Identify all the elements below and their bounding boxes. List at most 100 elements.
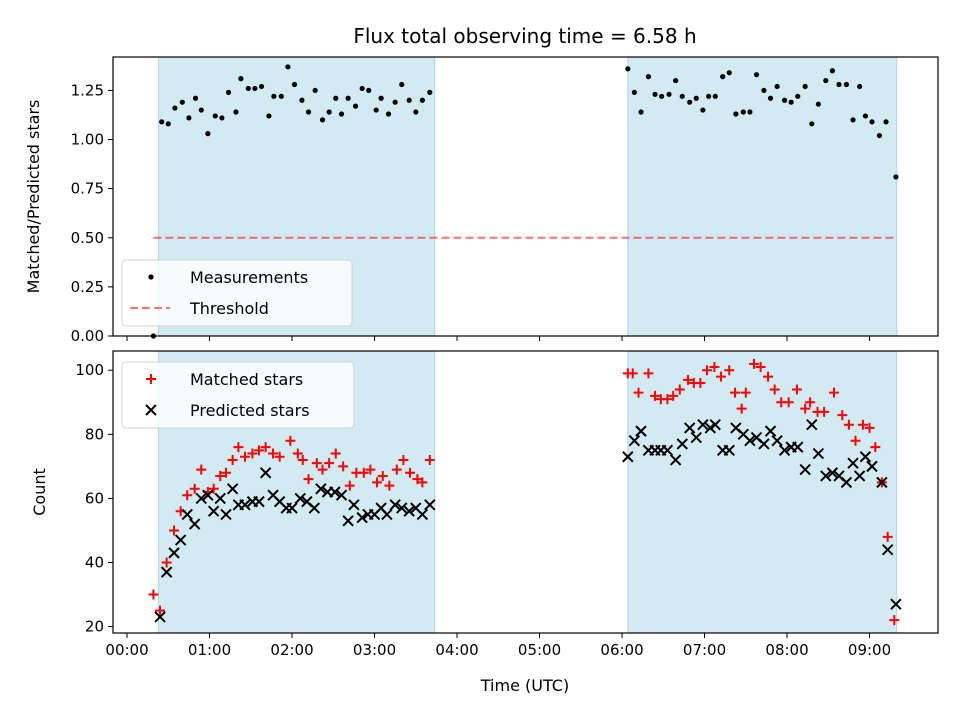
data-point (730, 387, 741, 398)
data-point (669, 454, 682, 466)
data-point (326, 109, 332, 115)
data-point (278, 93, 284, 99)
data-point (212, 113, 218, 119)
data-point (372, 477, 382, 488)
plot-frame (112, 56, 939, 337)
data-point (373, 107, 379, 113)
data-point (338, 461, 349, 472)
y-tick-label: 20 (85, 618, 104, 636)
data-point (233, 109, 239, 115)
data-point (771, 435, 783, 447)
data-point (159, 119, 165, 125)
data-point (377, 470, 388, 481)
data-point (800, 403, 811, 414)
data-point (160, 566, 173, 578)
series-matched-stars (148, 358, 900, 626)
data-point (285, 64, 291, 70)
data-point (859, 451, 872, 463)
data-point (850, 117, 856, 123)
data-point (726, 70, 732, 76)
data-point (219, 115, 225, 121)
data-point (189, 483, 200, 494)
data-point (823, 77, 829, 84)
data-point (381, 508, 393, 521)
data-point (358, 467, 369, 478)
data-point (805, 397, 816, 408)
data-point (781, 97, 788, 103)
data-point (778, 444, 791, 457)
data-point (324, 458, 335, 469)
bottom-panel: 20 40 60 80 100 00:00 01:00 02:00 03:00 04:00 05:0… (30, 350, 939, 659)
data-point (806, 418, 818, 431)
data-point (829, 68, 836, 74)
data-point (693, 95, 699, 101)
data-point (700, 107, 706, 113)
data-point (709, 418, 721, 431)
data-point (635, 425, 647, 437)
data-point (783, 397, 794, 408)
data-point (697, 418, 709, 431)
legend: Measurements Threshold (121, 259, 353, 327)
data-point (791, 384, 802, 395)
data-point (724, 365, 735, 376)
data-point (709, 362, 720, 373)
data-point (883, 119, 889, 125)
data-point (716, 371, 727, 382)
data-point (853, 470, 866, 482)
data-point (413, 109, 419, 115)
data-point (424, 454, 435, 465)
data-point (198, 107, 204, 113)
data-point (419, 97, 425, 103)
x-tick-label: 01:00 (188, 641, 231, 659)
data-point (802, 83, 808, 90)
data-point (764, 425, 777, 437)
x-tick-label: 08:00 (765, 641, 808, 659)
plot-frame (112, 350, 939, 634)
data-point (202, 489, 214, 501)
data-point (330, 448, 341, 459)
data-point (767, 95, 774, 101)
data-point (359, 85, 365, 92)
data-point (238, 76, 244, 82)
data-point (405, 467, 415, 478)
data-point (652, 91, 658, 97)
x-tick-label: 06:00 (600, 641, 643, 659)
data-point (758, 438, 770, 450)
data-point (847, 457, 859, 469)
y-axis-label: Matched/Predicted stars (24, 100, 43, 294)
data-point (740, 109, 746, 115)
data-point (864, 422, 875, 433)
data-point (239, 499, 251, 511)
data-point (292, 448, 303, 459)
data-point (168, 547, 180, 559)
data-point (225, 89, 232, 95)
data-point (205, 131, 211, 137)
data-point (876, 476, 888, 489)
data-point (155, 605, 166, 616)
data-point (342, 515, 354, 527)
data-point (196, 464, 207, 475)
data-point (673, 77, 679, 84)
data-point (274, 451, 285, 462)
data-point (308, 502, 321, 514)
data-point (761, 87, 767, 94)
data-point (299, 97, 305, 103)
shaded-region (627, 56, 898, 337)
data-point (154, 611, 166, 623)
data-point (365, 464, 376, 475)
data-point (788, 99, 794, 105)
data-point (662, 394, 673, 405)
data-point (391, 464, 402, 475)
data-point (749, 358, 760, 369)
data-point (416, 508, 429, 521)
x-axis-label: Time (UTC) (480, 676, 569, 695)
x-tick-label: 02:00 (270, 641, 313, 659)
data-point (406, 97, 412, 103)
data-point (631, 89, 638, 95)
data-point (335, 489, 348, 501)
data-point (829, 387, 840, 398)
data-point (385, 111, 392, 117)
data-point (676, 438, 688, 450)
x-tick-label: 03:00 (353, 641, 396, 659)
data-point (837, 410, 848, 421)
